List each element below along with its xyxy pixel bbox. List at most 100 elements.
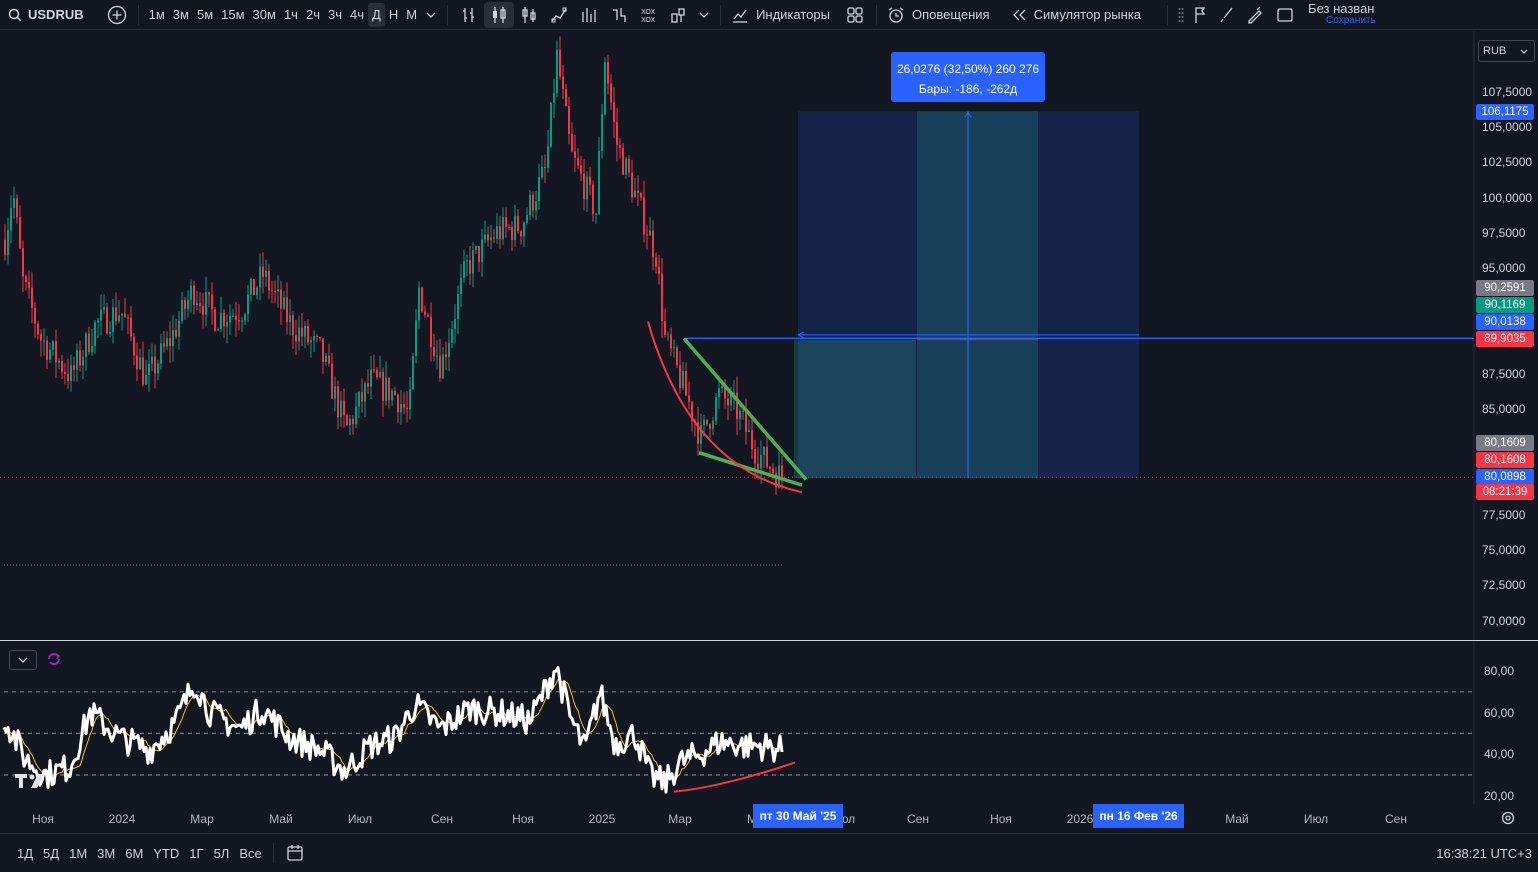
tradingview-logo (14, 772, 48, 795)
range-button[interactable]: 5Л (213, 845, 230, 861)
candle-body (409, 389, 411, 410)
main-chart-pane[interactable]: RUB 107,5000 105,0000 102,5000 100,0000 97,5… (0, 31, 1538, 641)
candle-body (565, 89, 567, 106)
candle-body (265, 271, 267, 278)
replay-button[interactable]: Симулятор рынка (1006, 2, 1145, 28)
candle-body (163, 343, 165, 347)
divider (875, 4, 877, 25)
time-tick: Ноя (32, 812, 54, 826)
candle-body (463, 261, 465, 278)
drag-handle[interactable] (1174, 2, 1188, 28)
candle-body (28, 281, 30, 288)
kagi-icon (613, 7, 626, 22)
time-tick: Май (1225, 812, 1249, 826)
candle-body (448, 342, 450, 358)
svg-text:XOX: XOX (641, 8, 655, 16)
candle-body (271, 290, 273, 292)
candle-body (307, 325, 309, 343)
hollow-candles-button[interactable] (514, 2, 544, 28)
candle-body (661, 273, 663, 321)
candles-style-button[interactable] (484, 1, 515, 28)
point-figure-button[interactable]: XOX XOX (634, 2, 664, 28)
range-button[interactable]: Все (239, 845, 262, 861)
time-tick: 2024 (108, 812, 136, 826)
collapse-indicator-button[interactable] (9, 650, 37, 670)
pane-divider[interactable] (0, 640, 1538, 641)
interval-dropdown-button[interactable] (421, 2, 441, 28)
indicators-button[interactable]: Индикаторы (727, 2, 834, 28)
save-link[interactable]: Сохранить (1326, 14, 1376, 26)
interval-button[interactable]: 3ч (327, 7, 342, 22)
columns-style-button[interactable] (574, 2, 604, 28)
line-style-button[interactable] (544, 2, 574, 28)
candle-body (496, 226, 498, 239)
candle-body (415, 320, 417, 356)
candle-body (628, 158, 630, 173)
candle-body (388, 377, 390, 401)
time-axis-settings-button[interactable] (1500, 810, 1516, 831)
oscillator-canvas[interactable] (0, 641, 1538, 804)
columns-icon (582, 7, 596, 22)
candle-body (670, 334, 672, 349)
compare-add-button[interactable] (102, 2, 132, 28)
range-button[interactable]: 6М (125, 845, 144, 861)
interval-button[interactable]: 30м (252, 7, 276, 22)
candle-body (160, 343, 162, 364)
interval-button[interactable]: Н (388, 7, 399, 22)
clock[interactable]: 16:38:21 UTC+3 (1436, 845, 1532, 861)
candle-body (130, 317, 132, 337)
interval-button[interactable]: 1м (148, 7, 165, 22)
measure-tooltip-bars: Бары: -186, -262д (918, 82, 1018, 96)
range-button[interactable]: 1М (69, 845, 88, 861)
interval-button[interactable]: 1ч (283, 7, 298, 22)
pencil-icon (1248, 6, 1262, 24)
candle-body (664, 320, 666, 335)
templates-button[interactable] (840, 2, 870, 28)
candle-body (157, 363, 159, 374)
range-button[interactable]: 1Д (17, 845, 34, 861)
candle-body (79, 350, 81, 366)
symbol-search[interactable]: USDRUB (0, 2, 88, 28)
range-button[interactable]: 3М (97, 845, 116, 861)
candle-body (526, 215, 528, 223)
interval-button[interactable]: 15м (221, 7, 245, 22)
brush-button[interactable] (1214, 2, 1240, 28)
candle-body (376, 369, 378, 378)
range-style-button[interactable] (664, 2, 694, 28)
range-button[interactable]: YTD (153, 845, 180, 861)
chart-type-dropdown[interactable] (694, 2, 714, 28)
candle-body (100, 309, 102, 321)
candle-body (52, 341, 54, 350)
fullscreen-button[interactable] (1270, 2, 1300, 28)
interval-button[interactable]: Д (368, 2, 385, 27)
candle-body (646, 234, 648, 236)
range-button[interactable]: 1Г (189, 845, 204, 861)
oscillator-pane[interactable]: 80,00 60,00 40,00 20,00 (0, 641, 1538, 804)
interval-button[interactable]: М (406, 7, 418, 22)
interval-button[interactable]: 4ч (350, 7, 365, 22)
drawing-button[interactable] (1240, 2, 1270, 28)
candle-body (583, 173, 585, 200)
layout-title-block[interactable]: Без назван Сохранить (1308, 2, 1376, 27)
currency-selector[interactable]: RUB (1478, 40, 1535, 62)
candle-body (682, 371, 684, 388)
interval-button[interactable]: 3м (172, 7, 189, 22)
candle-body (748, 430, 750, 432)
interval-button[interactable]: 2ч (305, 7, 320, 22)
go-to-date-button[interactable] (280, 840, 310, 866)
kagi-style-button[interactable] (604, 2, 634, 28)
candle-body (259, 266, 261, 288)
interval-button[interactable]: 5м (196, 7, 214, 22)
range-button[interactable]: 5Д (43, 845, 60, 861)
bars-style-button[interactable] (454, 2, 484, 28)
candle-body (451, 328, 453, 343)
alerts-button[interactable]: Оповещения (883, 2, 994, 28)
candle-body (493, 237, 495, 239)
time-axis[interactable]: Ноя 2024 Мар Май Июл Сен Ноя 2025 Мар М Июл Сен Ноя 2… (0, 804, 1538, 832)
flag-button[interactable] (1188, 2, 1214, 28)
candle-body (280, 289, 282, 309)
candle-body (655, 257, 657, 267)
price-chart-canvas[interactable] (0, 31, 1538, 641)
candle-body (319, 337, 321, 339)
candle-body (502, 217, 504, 240)
